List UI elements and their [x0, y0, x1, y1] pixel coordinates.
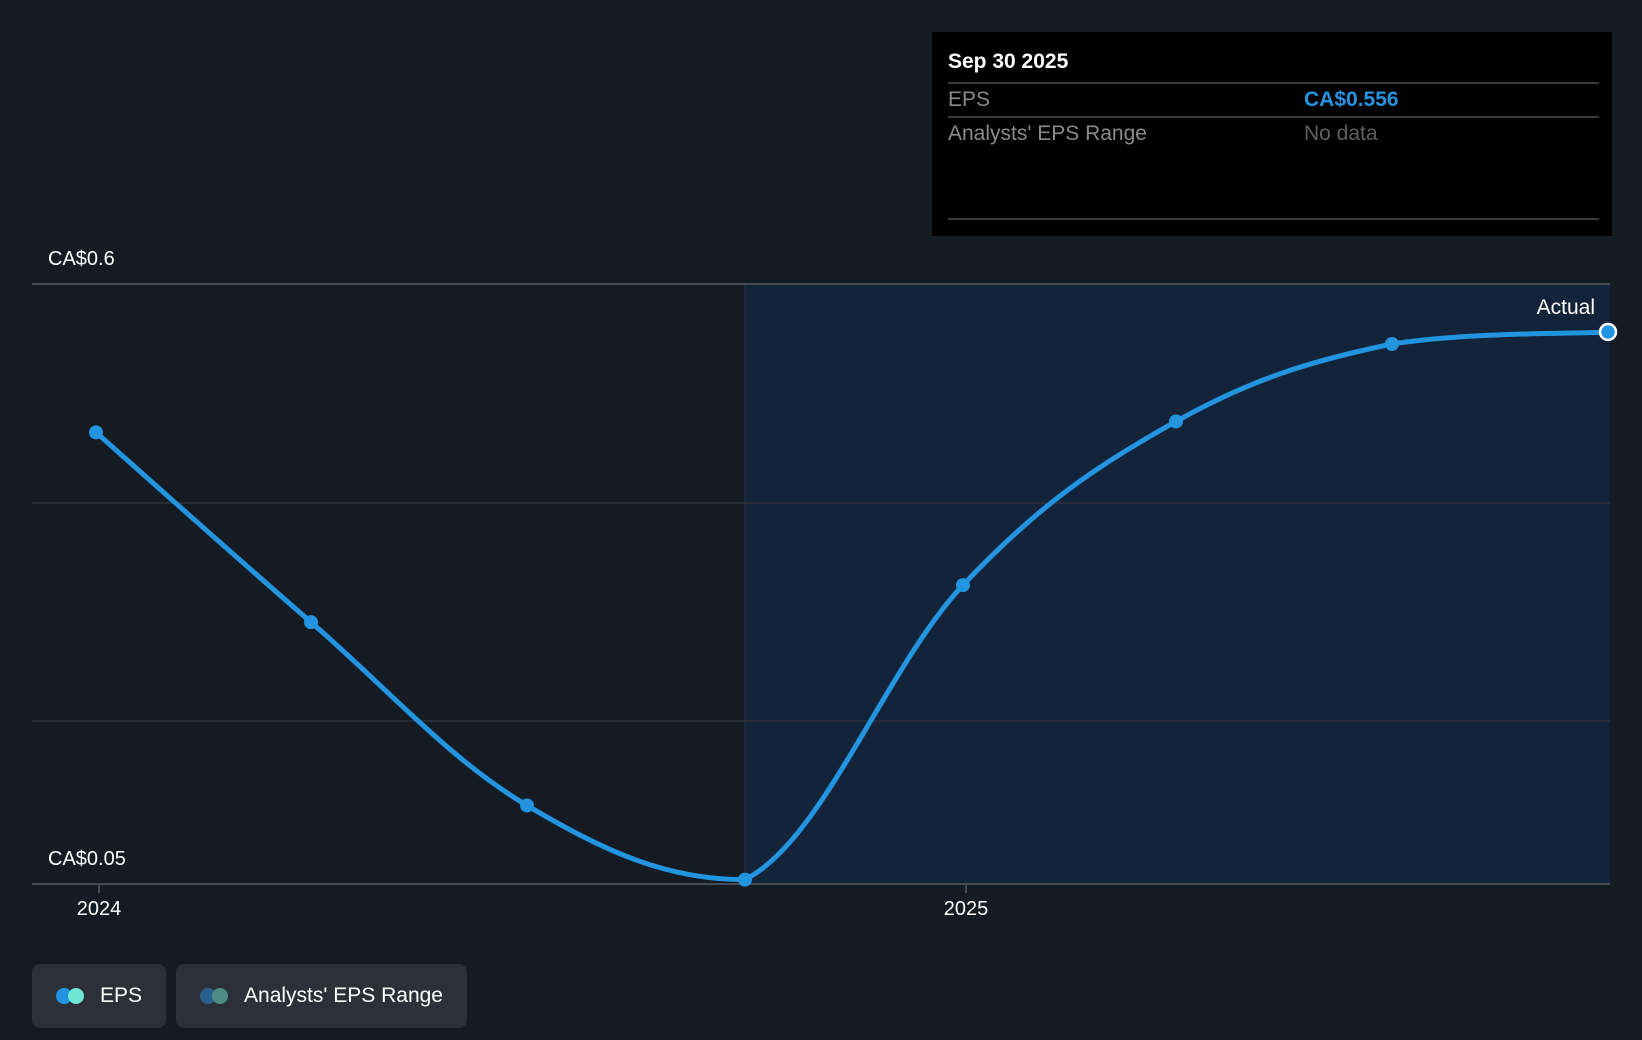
shaded-region [745, 284, 1610, 884]
tooltip-range-value: No data [1304, 122, 1378, 145]
tooltip-row-eps: EPS CA$0.556 [948, 84, 1599, 118]
legend-item-eps[interactable]: EPS [32, 964, 167, 1028]
eps-line [93, 329, 1611, 883]
eps-data-point[interactable] [738, 872, 752, 887]
eps-data-point[interactable] [1598, 322, 1618, 342]
eps-data-point[interactable] [520, 798, 534, 813]
tooltip-divider [948, 218, 1599, 220]
eps-data-point[interactable] [1385, 337, 1399, 351]
tooltip-range-label: Analysts' EPS Range [948, 122, 1147, 145]
tooltip-eps-value: CA$0.556 [1304, 88, 1399, 111]
eps-data-point[interactable] [1169, 414, 1183, 429]
legend-label-analysts-range: Analysts' EPS Range [244, 984, 443, 1007]
eps-data-point[interactable] [304, 615, 318, 630]
actual-label: Actual [1536, 296, 1595, 319]
legend-item-analysts-range[interactable]: Analysts' EPS Range [176, 964, 467, 1028]
tooltip: Sep 30 2025 EPS CA$0.556 Analysts' EPS R… [932, 32, 1612, 236]
tooltip-row-range: Analysts' EPS Range No data [948, 118, 1599, 150]
x-axis-label-2025: 2025 [943, 898, 989, 920]
y-axis-top-label: CA$0.6 [48, 248, 115, 270]
tooltip-eps-label: EPS [948, 88, 991, 111]
legend: EPS Analysts' EPS Range [32, 964, 467, 1028]
legend-label-eps: EPS [100, 984, 143, 1007]
eps-points [89, 322, 1618, 887]
eps-data-point[interactable] [89, 425, 103, 440]
y-axis-bottom-label: CA$0.05 [48, 848, 126, 870]
analysts-range-legend-icon [200, 988, 230, 1004]
eps-data-point[interactable] [956, 578, 970, 593]
eps-legend-icon [56, 988, 86, 1004]
x-axis-label-2024: 2024 [76, 898, 122, 920]
tooltip-date: Sep 30 2025 [948, 32, 1599, 84]
